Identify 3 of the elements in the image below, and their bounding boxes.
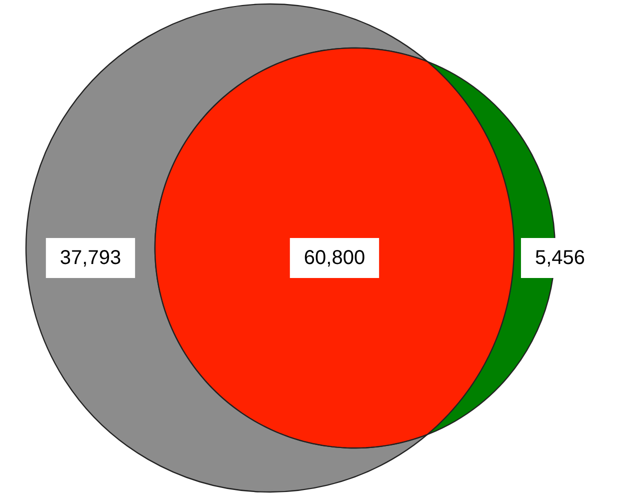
- data-label: 5,456: [534, 247, 586, 269]
- data-label: 60,800: [304, 247, 366, 269]
- data-label: 37,793: [60, 247, 122, 269]
